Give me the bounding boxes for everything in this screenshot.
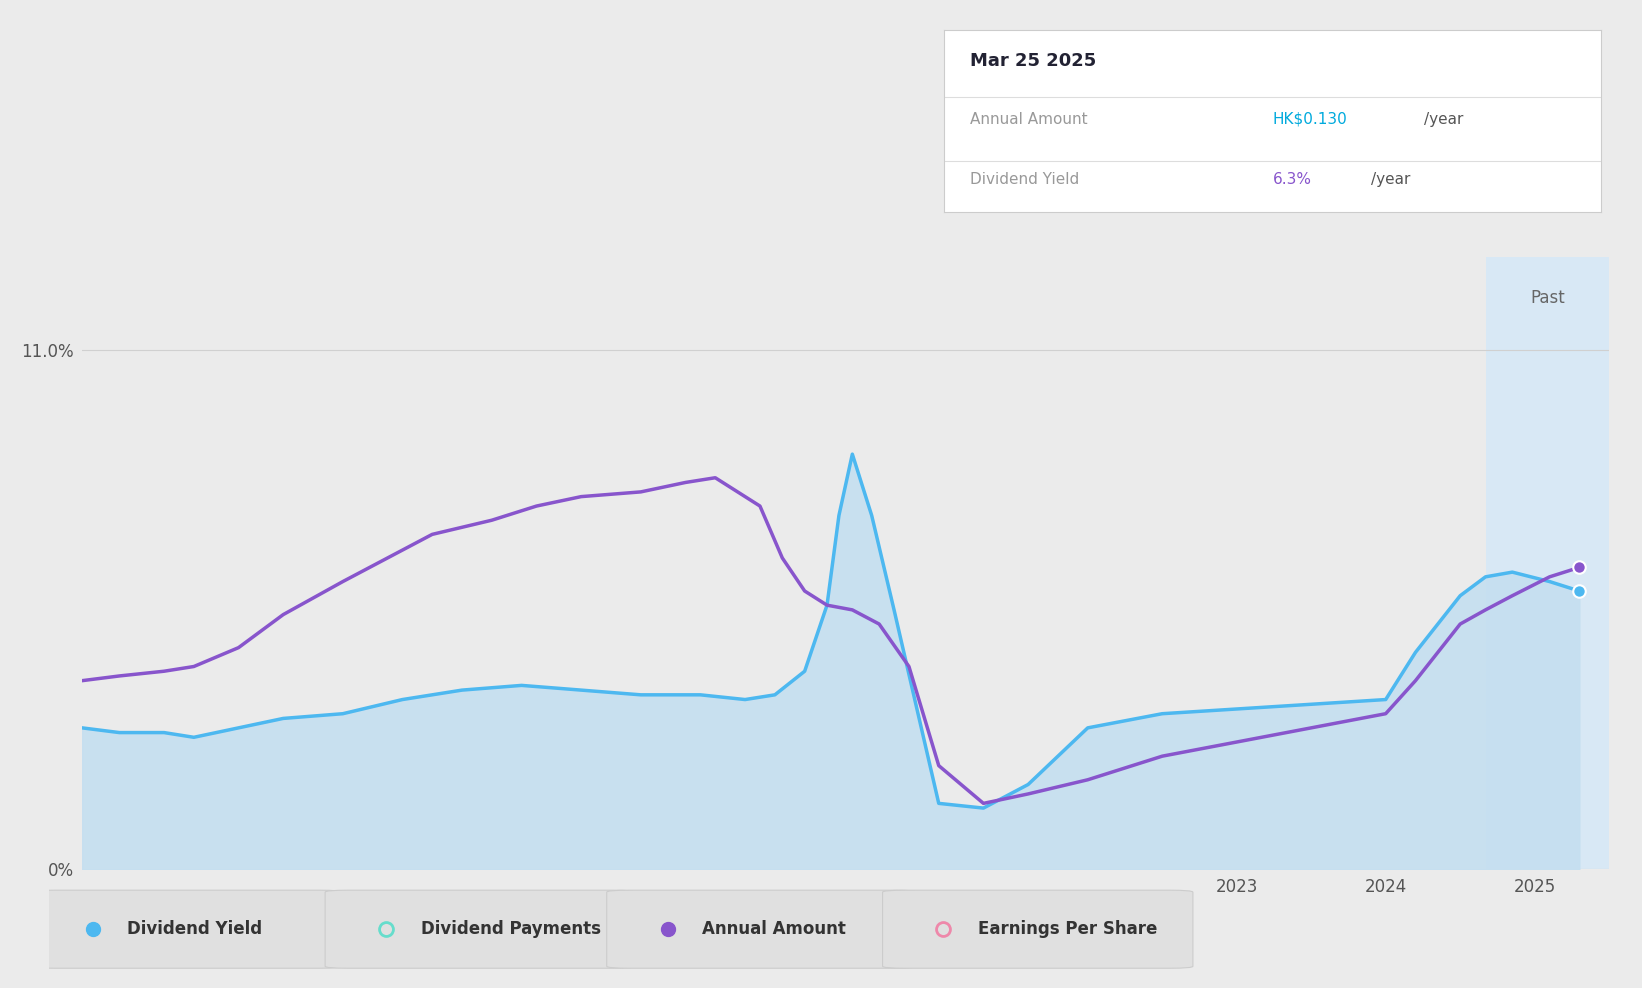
Text: HK$0.130: HK$0.130	[1273, 112, 1348, 126]
FancyBboxPatch shape	[325, 890, 635, 968]
Text: /year: /year	[1371, 172, 1410, 187]
FancyBboxPatch shape	[608, 890, 916, 968]
Text: Past: Past	[1530, 289, 1565, 307]
Text: /year: /year	[1424, 112, 1463, 126]
Text: Dividend Yield: Dividend Yield	[128, 920, 263, 938]
Text: Annual Amount: Annual Amount	[970, 112, 1089, 126]
Text: Annual Amount: Annual Amount	[703, 920, 846, 938]
Bar	[1486, 257, 1609, 869]
Text: Earnings Per Share: Earnings Per Share	[979, 920, 1158, 938]
Text: 6.3%: 6.3%	[1273, 172, 1312, 187]
Text: Dividend Yield: Dividend Yield	[970, 172, 1080, 187]
Text: Dividend Payments: Dividend Payments	[420, 920, 601, 938]
FancyBboxPatch shape	[33, 890, 342, 968]
Text: Mar 25 2025: Mar 25 2025	[970, 51, 1097, 69]
FancyBboxPatch shape	[883, 890, 1192, 968]
